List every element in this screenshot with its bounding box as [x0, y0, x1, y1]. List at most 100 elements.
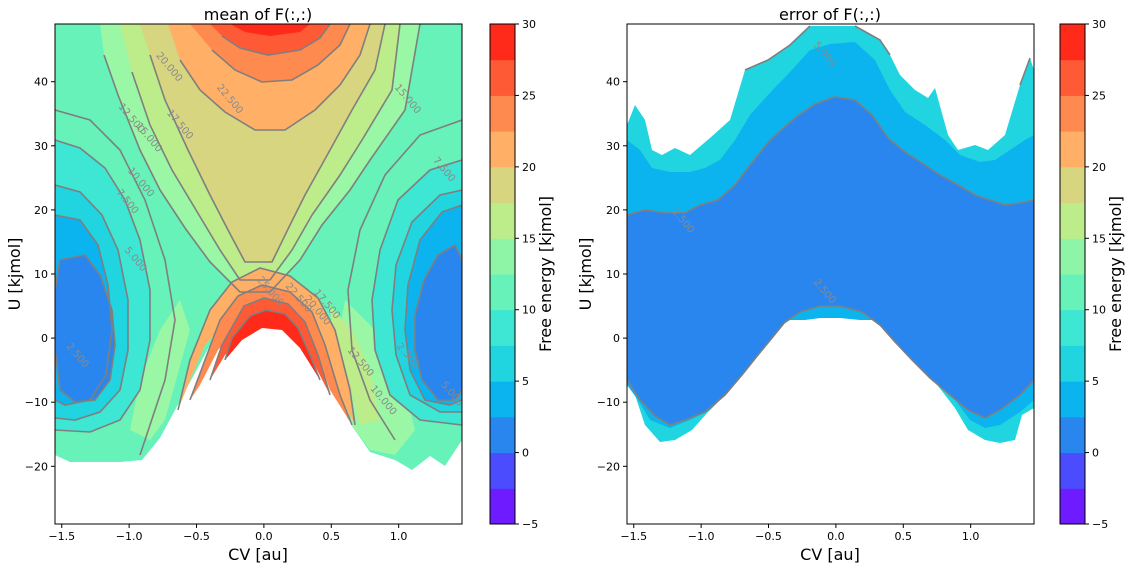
colorbar-swatch	[490, 166, 515, 204]
colorbar-swatch	[490, 238, 515, 275]
mean-panel: mean of F(:,:)	[5, 5, 463, 564]
colorbar-tick-label: 25	[522, 89, 536, 102]
error-y-tick-label: 30	[606, 140, 620, 153]
error-title: error of F(:,:)	[779, 5, 881, 24]
mean-colorbar-swatches	[490, 24, 515, 525]
colorbar-swatch	[1060, 95, 1085, 132]
mean-region-27	[230, 24, 310, 36]
error-x-tick-label: −1.0	[688, 530, 715, 543]
error-x-tick-label: 0.5	[895, 530, 913, 543]
colorbar-swatch	[1060, 166, 1085, 204]
error-y-tick-label: −20	[597, 460, 620, 473]
mean-y-tick-label: −10	[25, 396, 48, 409]
error-colorbar-ticks: −5 0 5 10 15 20 25 30	[1085, 18, 1108, 531]
mean-colorbar-ticks: −5 0 5 10 15 20 25 30	[515, 18, 538, 531]
colorbar-tick-label: 30	[1092, 18, 1106, 31]
error-region-core	[627, 97, 1034, 425]
error-region-empty-right	[955, 440, 1034, 524]
colorbar-tick-label: 0	[1092, 447, 1099, 460]
colorbar-tick-label: 30	[522, 18, 536, 31]
colorbar-tick-label: −5	[1092, 518, 1108, 531]
colorbar-swatch	[1060, 416, 1085, 454]
colorbar-swatch	[490, 24, 515, 61]
colorbar-tick-label: 15	[522, 232, 536, 245]
mean-region-25b	[210, 298, 330, 395]
mean-y-tick-label: 10	[34, 268, 48, 281]
mean-y-tick-label: 20	[34, 204, 48, 217]
colorbar-swatch	[1060, 345, 1085, 382]
mean-x-tick-label: 1.0	[390, 530, 408, 543]
mean-title: mean of F(:,:)	[204, 5, 313, 24]
error-x-tick-label: 0.0	[827, 530, 845, 543]
colorbar-swatch	[490, 202, 515, 239]
error-y-tick-label: 40	[606, 76, 620, 89]
mean-y-tick-label: 0	[41, 332, 48, 345]
colorbar-swatch	[1060, 24, 1085, 61]
error-contour-lines	[627, 25, 1034, 426]
colorbar-tick-label: 10	[522, 304, 536, 317]
error-colorbar-frame	[1059, 23, 1086, 525]
colorbar-swatch	[490, 309, 515, 346]
colorbar-tick-label: 25	[1092, 89, 1106, 102]
error-region-empty-hump	[745, 318, 955, 524]
mean-colorbar: −5 0 5 10 15 20 25 30 Free energy [kjmol]	[489, 18, 555, 531]
colorbar-swatch	[490, 274, 515, 311]
colorbar-tick-label: 15	[1092, 232, 1106, 245]
error-y-tick-label: 20	[606, 204, 620, 217]
colorbar-swatch	[1060, 131, 1085, 168]
mean-x-tick-label: 0.0	[255, 530, 273, 543]
mean-region-12b	[338, 300, 415, 455]
mean-x-tick-label: −1.0	[116, 530, 143, 543]
mean-x-ticks: −1.5 −1.0 −0.5 0.0 0.5 1.0	[48, 524, 407, 543]
error-y-tick-label: −10	[597, 396, 620, 409]
error-x-label: CV [au]	[800, 545, 860, 564]
colorbar-swatch	[490, 452, 515, 489]
error-colorbar-swatches	[1060, 24, 1085, 525]
colorbar-swatch	[1060, 309, 1085, 346]
colorbar-tick-label: 5	[1092, 375, 1099, 388]
colorbar-swatch	[1060, 238, 1085, 275]
colorbar-tick-label: 0	[522, 447, 529, 460]
colorbar-swatch	[1060, 488, 1085, 525]
colorbar-swatch	[490, 95, 515, 132]
error-colorbar-label: Free energy [kjmol]	[1106, 196, 1125, 352]
mean-x-label: CV [au]	[228, 545, 288, 564]
mean-region-left-0	[55, 255, 115, 402]
colorbar-tick-label: −5	[522, 518, 538, 531]
colorbar-swatch	[1060, 381, 1085, 418]
mean-colorbar-label: Free energy [kjmol]	[536, 196, 555, 352]
colorbar-swatch	[490, 59, 515, 96]
colorbar-swatch	[1060, 59, 1085, 96]
colorbar-swatch	[490, 416, 515, 454]
colorbar-tick-label: 20	[522, 161, 536, 174]
colorbar-swatch	[490, 381, 515, 418]
error-x-tick-label: −1.5	[620, 530, 647, 543]
error-y-label: U [kjmol]	[576, 238, 595, 311]
error-y-tick-label: 10	[606, 268, 620, 281]
mean-region-27b	[225, 310, 320, 380]
mean-y-label: U [kjmol]	[5, 238, 24, 311]
error-y-tick-label: 0	[613, 332, 620, 345]
error-x-ticks: −1.5 −1.0 −0.5 0.0 0.5 1.0	[620, 524, 979, 543]
colorbar-swatch	[490, 488, 515, 525]
colorbar-swatch	[490, 131, 515, 168]
error-region-empty-left	[627, 410, 745, 524]
mean-region-20b	[178, 268, 355, 425]
mean-region-22b	[190, 285, 352, 425]
error-x-tick-label: 1.0	[962, 530, 980, 543]
colorbar-tick-label: 10	[1092, 304, 1106, 317]
colorbar-tick-label: 20	[1092, 161, 1106, 174]
error-y-ticks: −20 −10 0 10 20 30 40	[597, 76, 627, 473]
mean-y-tick-label: −20	[25, 460, 48, 473]
colorbar-swatch	[1060, 452, 1085, 489]
colorbar-swatch	[1060, 274, 1085, 311]
mean-contour-lines	[55, 24, 462, 456]
mean-region-12c	[130, 300, 190, 440]
mean-colorbar-frame	[489, 23, 516, 525]
colorbar-swatch	[490, 345, 515, 382]
error-x-tick-label: −0.5	[755, 530, 782, 543]
